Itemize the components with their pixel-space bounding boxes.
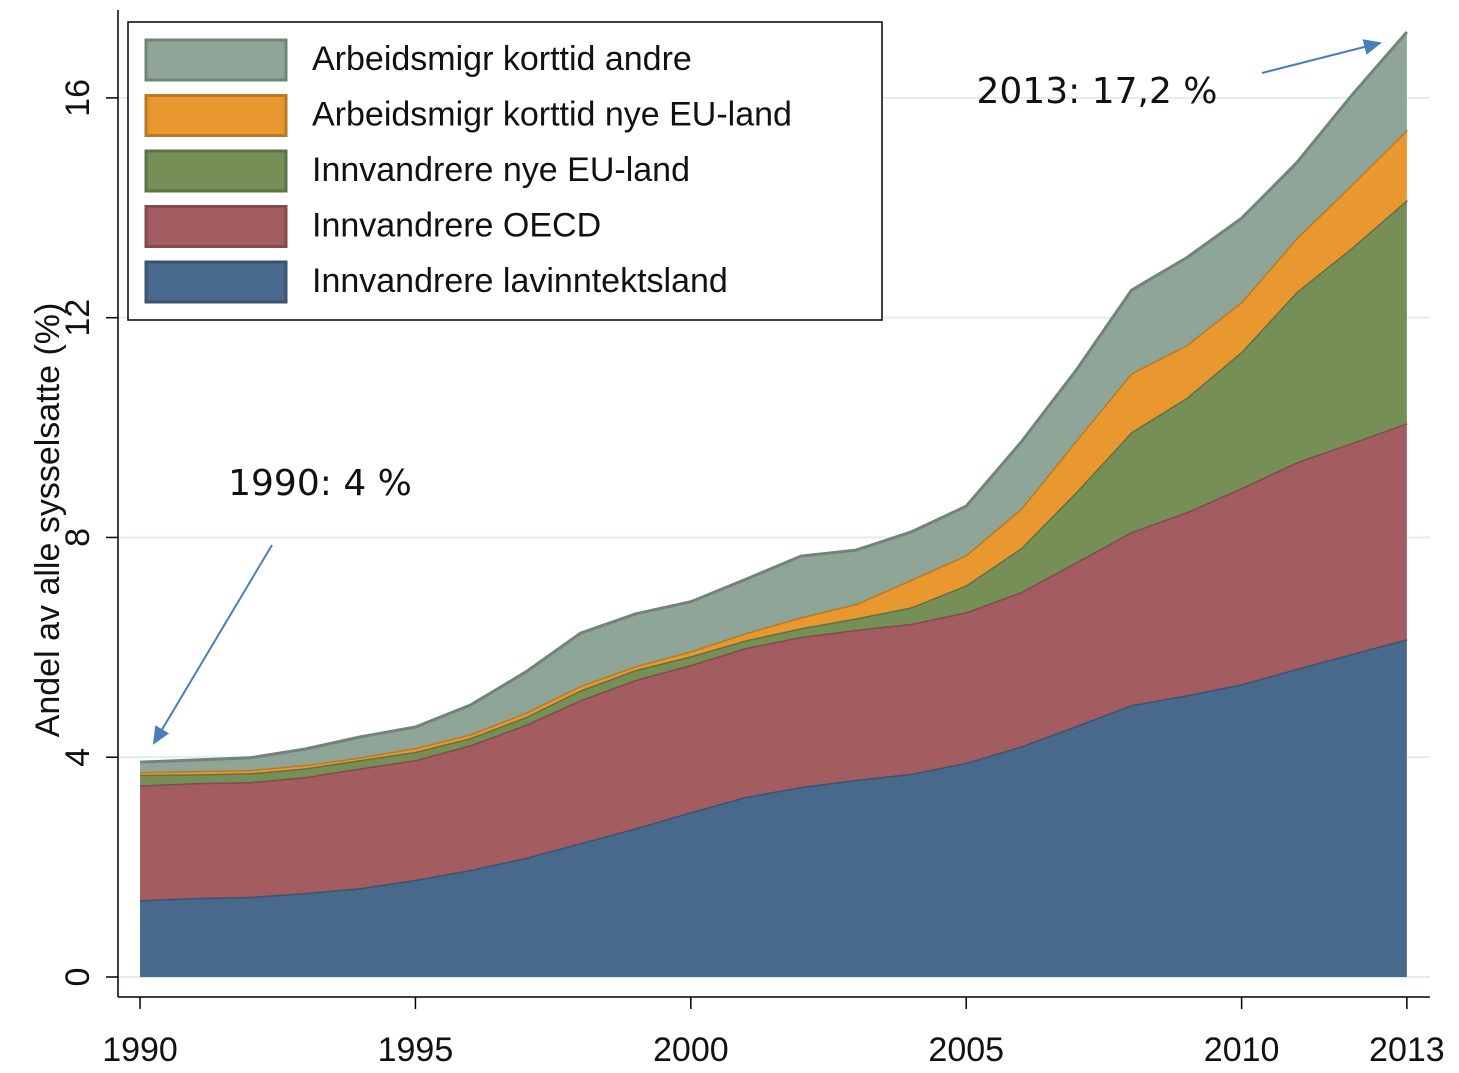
legend: Innvandrere lavinntektsland Innvandrere O… [127,21,883,321]
x-tick-label: 2010 [1204,1031,1280,1068]
y-tick-label: 0 [59,968,97,987]
annotation: 1990: 4 % [228,463,412,504]
legend-label: Innvandrere nye EU-land [312,151,690,189]
legend-label: Innvandrere lavinntektsland [312,262,728,300]
legend-swatch [144,38,288,82]
x-tick-label: 2013 [1369,1031,1445,1068]
legend-swatch [144,149,288,193]
y-tick-label: 4 [59,748,97,767]
y-tick-label: 16 [59,79,97,117]
x-tick-label: 1990 [102,1031,178,1068]
legend-swatch [144,94,288,137]
legend-swatch [144,260,288,304]
area [140,31,1407,773]
annotation-arrow [152,544,273,745]
x-tick-label: 1995 [378,1031,454,1068]
area [140,200,1407,786]
annotation: 2013: 17,2 % [977,71,1218,112]
legend-swatch [144,205,288,248]
y-tick-label: 8 [59,528,97,547]
x-tick-label: 2000 [653,1031,729,1068]
area [140,639,1407,977]
annotation-arrow [1261,39,1382,74]
legend-label: Arbeidsmigr korttid nye EU-land [312,95,792,133]
legend-label: Arbeidsmigr korttid andre [312,40,692,78]
area [140,423,1407,901]
area-edge [139,30,1409,764]
y-axis-label: Andel av alle sysselsatte (%) [29,303,67,738]
x-tick-label: 2005 [928,1031,1004,1068]
y-tick-label: 12 [59,299,97,337]
legend-label: Innvandrere OECD [312,206,601,244]
